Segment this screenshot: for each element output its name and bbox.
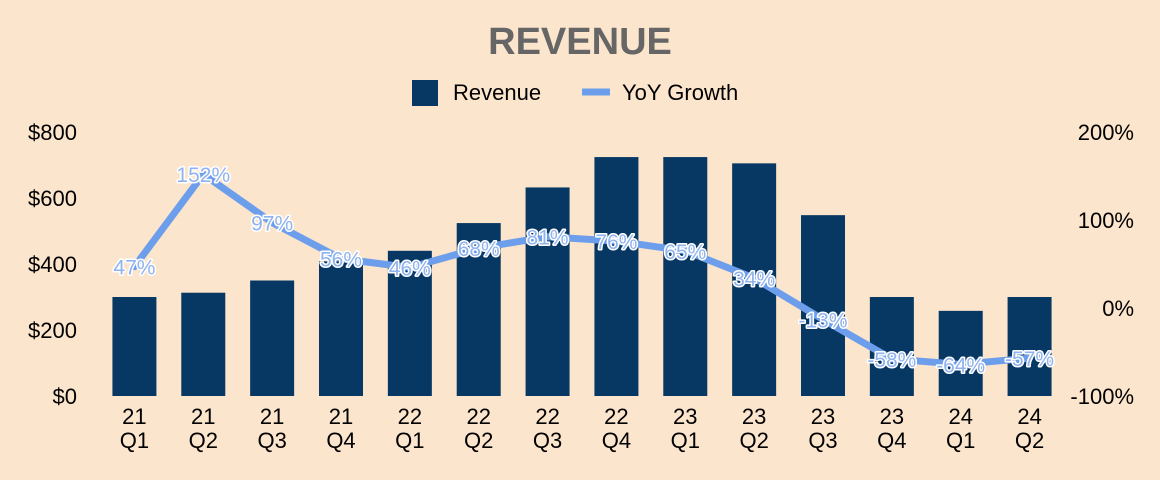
revenue-bar (801, 215, 845, 396)
yoy-data-label: 76% (595, 231, 637, 254)
left-tick-label: $200 (28, 318, 77, 343)
x-tick-label: 21 Q2 (189, 404, 218, 453)
left-tick-label: $800 (28, 120, 77, 145)
x-tick-label: 23 Q1 (671, 404, 700, 453)
right-axis: -100% 0% 100% 200% (1070, 120, 1134, 409)
yoy-data-label: 47% (113, 257, 155, 280)
right-tick-label: -100% (1070, 384, 1134, 409)
revenue-bar (387, 250, 432, 396)
left-axis: $0 $200 $400 $600 $800 (28, 120, 77, 409)
x-tick-label: 21 Q3 (257, 404, 286, 453)
chart-title: REVENUE (488, 21, 672, 63)
yoy-data-label: 152% (176, 164, 230, 187)
yoy-data-label: -58% (867, 349, 916, 372)
x-tick-label: 22 Q4 (602, 404, 631, 453)
x-tick-label: 22 Q2 (464, 404, 493, 453)
yoy-growth-line (130, 170, 1034, 368)
revenue-bar (319, 261, 363, 396)
right-tick-label: 0% (1102, 296, 1134, 321)
yoy-data-label: 56% (320, 249, 362, 272)
revenue-bar (938, 310, 983, 396)
bar-series (112, 157, 1052, 396)
x-tick-label: 24 Q2 (1015, 404, 1044, 453)
x-tick-label: 23 Q3 (808, 404, 837, 453)
x-tick-label: 22 Q1 (395, 404, 424, 453)
revenue-bar (112, 297, 157, 396)
legend: Revenue YoY Growth (412, 80, 738, 106)
yoy-data-label: 34% (733, 268, 775, 291)
legend-swatch-revenue (412, 80, 438, 106)
yoy-data-label: 65% (664, 241, 706, 264)
legend-label-yoy: YoY Growth (622, 80, 738, 105)
x-tick-label: 23 Q2 (739, 404, 768, 453)
x-tick-label: 21 Q4 (326, 404, 355, 453)
yoy-data-label: -57% (1005, 348, 1054, 371)
right-tick-label: 200% (1078, 120, 1134, 145)
yoy-data-label: 68% (458, 238, 500, 261)
line-series: 47%152%97%56% 46%68% 81% 76% 65%34%-13%-58% -… (112, 163, 1056, 379)
revenue-bar (250, 280, 295, 396)
revenue-bar (869, 297, 914, 396)
x-tick-label: 24 Q1 (946, 404, 975, 453)
yoy-data-label: -64% (936, 354, 985, 377)
revenue-bar (181, 292, 226, 396)
left-tick-label: $600 (28, 186, 77, 211)
left-tick-label: $0 (53, 384, 77, 409)
x-tick-label: 23 Q4 (877, 404, 906, 453)
yoy-data-label: -13% (798, 309, 847, 332)
yoy-data-label: 97% (251, 213, 293, 236)
revenue-bar (594, 157, 639, 396)
x-tick-label: 21 Q1 (120, 404, 149, 453)
right-tick-label: 100% (1078, 208, 1134, 233)
yoy-data-label: 46% (389, 258, 431, 281)
revenue-bar (663, 157, 708, 396)
left-tick-label: $400 (28, 252, 77, 277)
revenue-bar (1007, 297, 1052, 396)
yoy-data-label: 81% (527, 227, 569, 250)
legend-label-revenue: Revenue (453, 80, 541, 105)
x-axis: 21 Q1 21 Q2 21 Q3 21 Q4 22 Q1 22 Q2 22 Q3 22 Q4 23 Q1 23 Q2… (120, 404, 1045, 453)
revenue-bar (525, 187, 570, 396)
x-tick-label: 22 Q3 (533, 404, 562, 453)
